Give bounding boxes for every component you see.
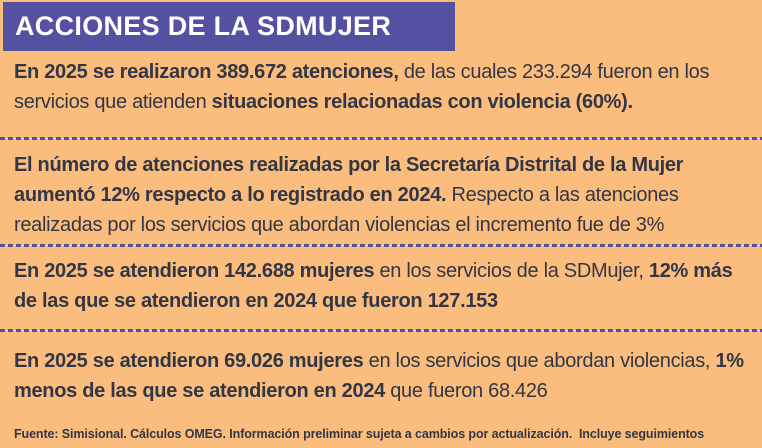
text-segment: 1% menos de las que se atendieron en 202… bbox=[14, 350, 744, 402]
text-segment: En 2025 se atendieron 69.026 mujeres bbox=[14, 350, 369, 372]
stat-paragraph-incremento: El número de atenciones realizadas por l… bbox=[0, 150, 762, 240]
text-segment: En 2025 se atendieron 142.688 mujeres bbox=[14, 260, 380, 282]
stat-paragraph-mujeres-violencias: En 2025 se atendieron 69.026 mujeres en … bbox=[0, 346, 762, 406]
page-title: ACCIONES DE LA SDMUJER bbox=[15, 11, 392, 41]
source-note: Fuente: Simisional. Cálculos OMEG. Infor… bbox=[14, 427, 705, 441]
dashed-divider bbox=[0, 137, 762, 140]
text-segment: En 2025 se realizaron 389.672 atenciones… bbox=[14, 61, 404, 83]
header-banner: ACCIONES DE LA SDMUJER bbox=[3, 2, 455, 51]
stat-paragraph-atenciones: En 2025 se realizaron 389.672 atenciones… bbox=[0, 57, 762, 117]
text-segment: El número de atenciones realizadas por l… bbox=[14, 154, 684, 206]
dashed-divider bbox=[0, 329, 762, 332]
stat-paragraph-mujeres-sdmujer: En 2025 se atendieron 142.688 mujeres en… bbox=[0, 256, 762, 316]
text-segment: que fueron 68.426 bbox=[390, 380, 548, 402]
text-segment: situaciones relacionadas con violencia (… bbox=[211, 91, 633, 113]
text-segment: en los servicios que abordan violencias, bbox=[368, 350, 716, 372]
text-segment: Respecto a las atenciones realizadas por… bbox=[14, 184, 679, 236]
text-segment: 12% más de las que se atendieron en 2024… bbox=[14, 260, 733, 312]
text-segment: de las cuales 233.294 fueron en los serv… bbox=[14, 61, 710, 113]
text-segment: en los servicios de la SDMujer, bbox=[379, 260, 649, 282]
dashed-divider bbox=[0, 244, 762, 247]
